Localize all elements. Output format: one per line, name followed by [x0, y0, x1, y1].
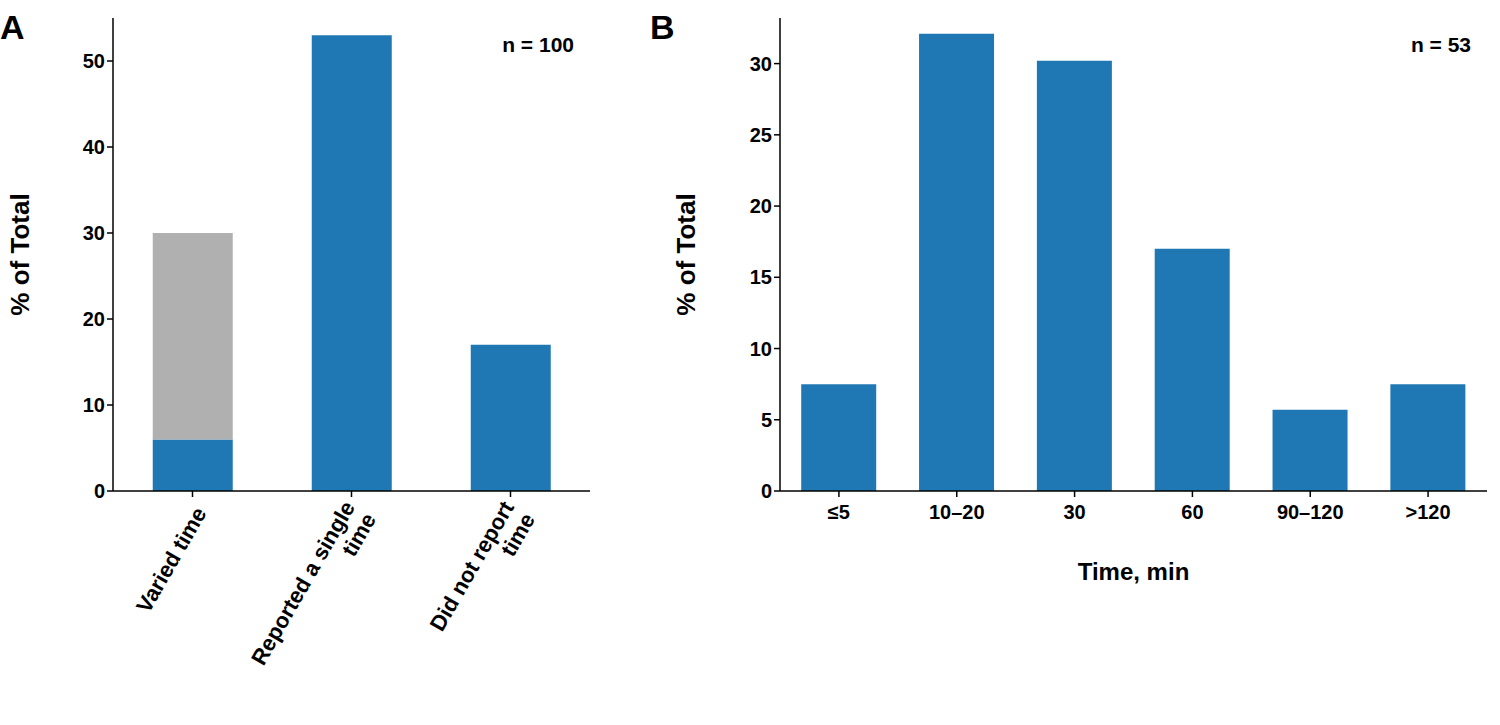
svg-text:10: 10: [750, 338, 772, 360]
svg-text:% of Total: % of Total: [8, 193, 35, 315]
svg-text:Reported a singletime: Reported a singletime: [246, 497, 381, 681]
html-text:A: A: [0, 8, 25, 46]
html-text:n = 53: n = 53: [1410, 33, 1471, 56]
svg-text:5: 5: [761, 409, 772, 431]
svg-text:0: 0: [94, 480, 105, 502]
svg-text:0: 0: [761, 480, 772, 502]
svg-text:90–120: 90–120: [1277, 501, 1344, 523]
html-text:n = 100: n = 100: [502, 33, 574, 56]
svg-text:Time, min: Time, min: [1078, 558, 1190, 585]
svg-text:Did not reporttime: Did not reporttime: [425, 496, 541, 647]
svg-text:20: 20: [750, 195, 772, 217]
svg-text:30: 30: [750, 53, 772, 75]
svg-text:Varied time: Varied time: [131, 503, 211, 617]
svg-text:10–20: 10–20: [929, 501, 985, 523]
svg-text:10: 10: [83, 394, 105, 416]
svg-text:40: 40: [83, 136, 105, 158]
svg-text:≤5: ≤5: [828, 501, 850, 523]
html-text:B: B: [650, 8, 675, 46]
svg-text:30: 30: [1063, 501, 1085, 523]
svg-text:% of Total: % of Total: [671, 193, 701, 315]
svg-text:60: 60: [1181, 501, 1203, 523]
svg-text:>120: >120: [1406, 501, 1451, 523]
svg-text:15: 15: [750, 266, 772, 288]
svg-text:50: 50: [83, 50, 105, 72]
svg-text:25: 25: [750, 124, 772, 146]
svg-text:20: 20: [83, 308, 105, 330]
svg-text:30: 30: [83, 222, 105, 244]
